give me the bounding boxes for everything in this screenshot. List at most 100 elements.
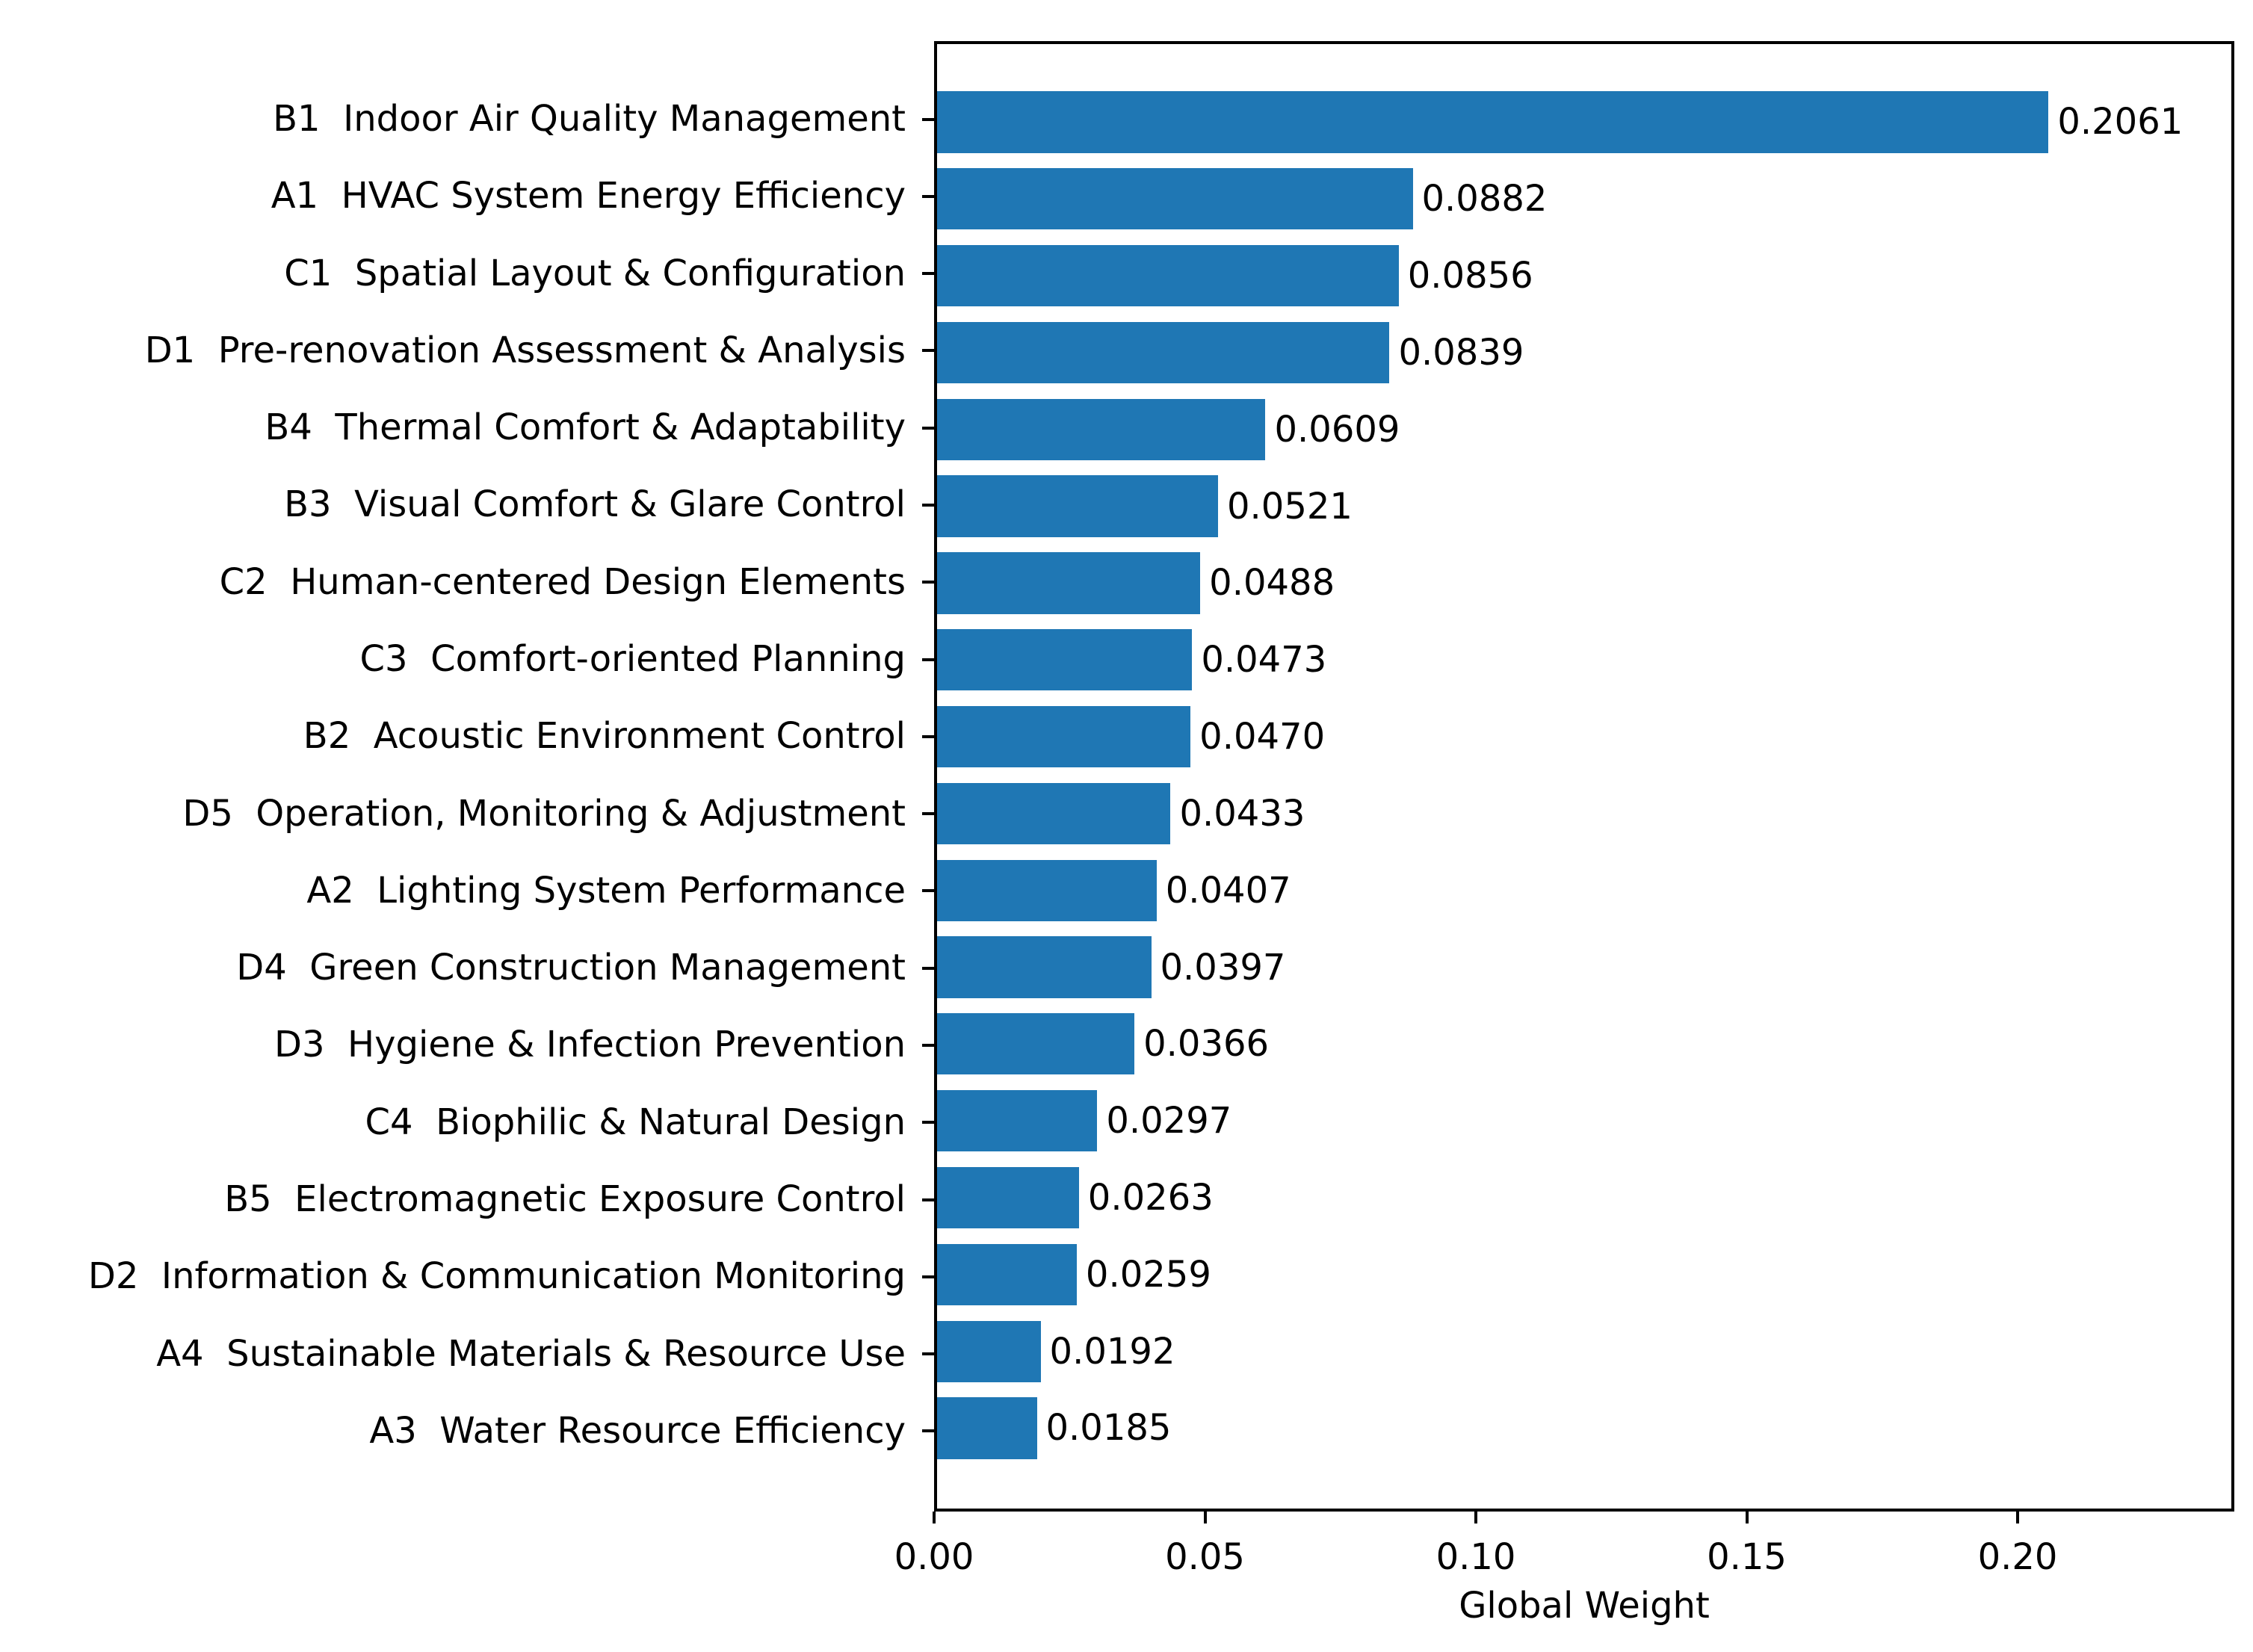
y-axis-labels: B1 Indoor Air Quality Management A1 HVAC … xyxy=(0,41,934,1512)
bar-value-label: 0.0407 xyxy=(1165,869,1291,912)
x-tick-mark xyxy=(2016,1512,2019,1523)
bar-value-label: 0.0521 xyxy=(1226,485,1353,528)
category-label: C4 Biophilic & Natural Design xyxy=(365,1101,906,1143)
y-tick-mark xyxy=(922,658,934,661)
bar xyxy=(937,1090,1098,1152)
bar-value-label: 0.0433 xyxy=(1179,792,1305,835)
y-tick-row: D3 Hygiene & Infection Prevention xyxy=(0,1006,934,1083)
y-tick-mark xyxy=(922,889,934,893)
bar-value-label: 0.0488 xyxy=(1209,562,1335,604)
bar-value-label: 0.0470 xyxy=(1199,716,1326,758)
x-tick-mark xyxy=(933,1512,936,1523)
bar xyxy=(937,321,1390,384)
bar-row: 0.0609 xyxy=(937,391,2231,468)
bar-value-label: 0.0185 xyxy=(1045,1407,1172,1450)
bar-row: 0.0366 xyxy=(937,1006,2231,1083)
y-tick-mark xyxy=(922,1044,934,1048)
category-label: D5 Operation, Monitoring & Adjustment xyxy=(182,792,906,835)
y-tick-row: A4 Sustainable Materials & Resource Use xyxy=(0,1316,934,1393)
x-tick-mark xyxy=(1745,1512,1749,1523)
category-label: A2 Lighting System Performance xyxy=(306,869,906,912)
y-tick-mark xyxy=(922,734,934,738)
bar-row: 0.0521 xyxy=(937,468,2231,545)
y-tick-mark xyxy=(922,272,934,276)
bar-row: 0.0839 xyxy=(937,314,2231,391)
x-tick-label: 0.05 xyxy=(1165,1536,1245,1578)
bar xyxy=(937,1397,1037,1459)
bar-row: 0.0185 xyxy=(937,1390,2231,1467)
bar-value-label: 0.0473 xyxy=(1201,639,1327,681)
y-tick-mark xyxy=(922,426,934,430)
y-tick-mark xyxy=(922,1429,934,1433)
y-tick-row: B4 Thermal Comfort & Adaptability xyxy=(0,389,934,466)
category-label: A3 Water Resource Efficiency xyxy=(369,1409,906,1452)
bar-row: 0.0192 xyxy=(937,1313,2231,1390)
bar xyxy=(937,859,1157,921)
bar-value-label: 0.0259 xyxy=(1085,1253,1211,1296)
y-tick-mark xyxy=(922,504,934,507)
y-tick-row: C2 Human-centered Design Elements xyxy=(0,544,934,621)
y-tick-mark xyxy=(922,117,934,121)
plot-area: 0.2061 0.0882 0.0856 0.0839 0.0609 0.0521 0.04… xyxy=(934,41,2234,1512)
bar xyxy=(937,398,1266,460)
y-tick-mark xyxy=(922,349,934,353)
y-tick-row: D4 Green Construction Management xyxy=(0,929,934,1006)
bar xyxy=(937,1166,1079,1229)
x-tick-label: 0.10 xyxy=(1435,1536,1516,1578)
category-label: B3 Visual Comfort & Glare Control xyxy=(284,483,906,526)
category-label: A4 Sustainable Materials & Resource Use xyxy=(156,1332,906,1375)
bar-row: 0.0397 xyxy=(937,929,2231,1006)
bars-container: 0.2061 0.0882 0.0856 0.0839 0.0609 0.0521 0.04… xyxy=(937,44,2231,1509)
bar-row: 0.0263 xyxy=(937,1160,2231,1237)
bar xyxy=(937,552,1201,614)
bar xyxy=(937,168,1413,230)
y-tick-mark xyxy=(922,1198,934,1201)
y-tick-row: A2 Lighting System Performance xyxy=(0,853,934,929)
y-tick-row: C4 Biophilic & Natural Design xyxy=(0,1084,934,1161)
bar-row: 0.0488 xyxy=(937,545,2231,622)
category-label: D3 Hygiene & Infection Prevention xyxy=(274,1024,906,1066)
y-tick-row: D1 Pre-renovation Assessment & Analysis xyxy=(0,312,934,389)
bar xyxy=(937,244,1399,307)
category-label: B4 Thermal Comfort & Adaptability xyxy=(265,406,906,449)
category-label: C1 Spatial Layout & Configuration xyxy=(284,252,906,294)
category-label: D4 Green Construction Management xyxy=(236,947,906,989)
y-tick-mark xyxy=(922,1275,934,1278)
bar-row: 0.0297 xyxy=(937,1083,2231,1160)
bar-value-label: 0.0882 xyxy=(1421,178,1548,220)
y-tick-row: B3 Visual Comfort & Glare Control xyxy=(0,466,934,543)
bar xyxy=(937,475,1218,537)
bar-value-label: 0.0366 xyxy=(1143,1023,1270,1065)
y-tick-row: B1 Indoor Air Quality Management xyxy=(0,81,934,158)
bar xyxy=(937,705,1191,768)
x-tick-label: 0.20 xyxy=(1977,1536,2058,1578)
y-tick-mark xyxy=(922,194,934,198)
bar-row: 0.0882 xyxy=(937,161,2231,238)
category-label: B2 Acoustic Environment Control xyxy=(303,715,906,758)
bar-value-label: 0.2061 xyxy=(2057,101,2184,143)
category-label: C3 Comfort-oriented Planning xyxy=(359,638,906,681)
y-tick-mark xyxy=(922,812,934,816)
bar-value-label: 0.0397 xyxy=(1160,946,1286,989)
y-tick-row: B2 Acoustic Environment Control xyxy=(0,698,934,775)
bar xyxy=(937,782,1171,844)
bar xyxy=(937,1243,1077,1305)
y-tick-row: A3 Water Resource Efficiency xyxy=(0,1393,934,1470)
y-tick-row: D5 Operation, Monitoring & Adjustment xyxy=(0,776,934,853)
y-tick-mark xyxy=(922,966,934,970)
bar-row: 0.0856 xyxy=(937,238,2231,315)
y-tick-row: C1 Spatial Layout & Configuration xyxy=(0,235,934,312)
bar-value-label: 0.0609 xyxy=(1274,408,1400,451)
category-label: C2 Human-centered Design Elements xyxy=(219,560,906,603)
y-tick-row: A1 HVAC System Energy Efficiency xyxy=(0,158,934,235)
x-tick-label: 0.15 xyxy=(1707,1536,1787,1578)
x-axis-title: Global Weight xyxy=(1459,1585,1710,1627)
bar xyxy=(937,91,2049,153)
y-tick-row: C3 Comfort-oriented Planning xyxy=(0,621,934,698)
bar-value-label: 0.0839 xyxy=(1398,331,1524,374)
bar-value-label: 0.0856 xyxy=(1407,255,1533,297)
y-tick-row: B5 Electromagnetic Exposure Control xyxy=(0,1161,934,1238)
category-label: D1 Pre-renovation Assessment & Analysis xyxy=(144,329,906,371)
bar-row: 0.0407 xyxy=(937,852,2231,929)
